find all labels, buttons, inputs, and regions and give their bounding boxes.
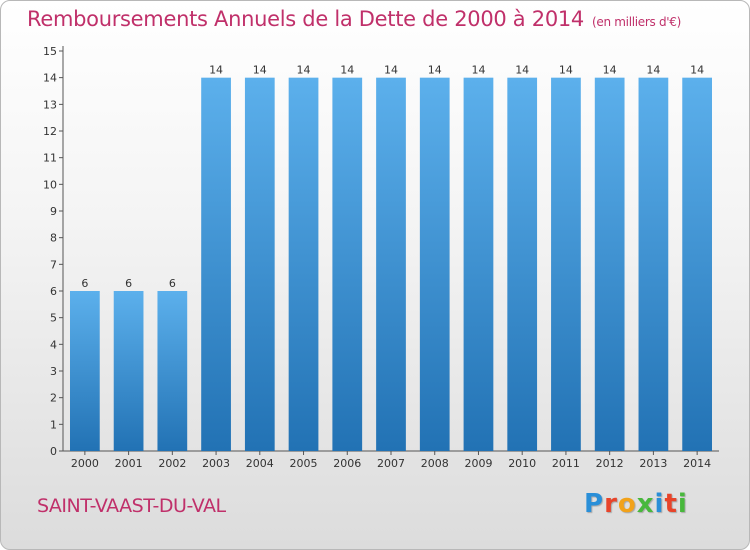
y-tick-label: 1 [50,418,57,431]
x-tick-label-2000: 2000 [71,457,99,470]
y-tick-label: 13 [43,98,57,111]
data-label-2005: 14 [297,64,311,77]
data-label-2010: 14 [515,64,529,77]
y-tick-label: 4 [50,338,57,351]
data-label-2009: 14 [471,64,485,77]
y-tick-label: 2 [50,392,57,405]
chart-title-text: Remboursements Annuels de la Dette de 20… [27,7,584,31]
logo-letter: r [604,489,618,519]
data-label-2013: 14 [646,64,660,77]
bar-2008 [419,77,450,452]
x-tick-label-2014: 2014 [683,457,711,470]
bar-2011 [551,77,581,452]
y-tick-label: 15 [43,45,57,58]
proxiti-logo: Proxiti [584,489,688,519]
data-label-2004: 14 [253,64,267,77]
y-tick-label: 9 [50,205,57,218]
x-tick-label-2004: 2004 [246,457,274,470]
y-tick-label: 14 [43,72,57,85]
data-label-2007: 14 [384,64,398,77]
labels: 6 2000 6 2001 6 2002 14 2003 14 2004 14 2005 14 2006 1… [71,64,711,470]
x-tick-label-2011: 2011 [552,457,580,470]
x-tick-label-2005: 2005 [290,457,318,470]
data-label-2012: 14 [603,64,617,77]
bar-2014 [682,77,713,452]
city-name: SAINT-VAAST-DU-VAL [37,495,226,517]
x-tick-label-2001: 2001 [115,457,143,470]
bar-2006 [332,77,363,452]
logo-letter: i [654,489,665,519]
data-label-2006: 14 [340,64,354,77]
data-label-2011: 14 [559,64,573,77]
y-tick-label: 11 [43,152,57,165]
bars [69,77,713,452]
y-tick-label: 7 [50,258,57,271]
data-label-2000: 6 [81,277,88,290]
data-label-2008: 14 [428,64,442,77]
data-label-2014: 14 [690,64,704,77]
y-tick-label: 6 [50,285,57,298]
logo-letter: i [677,489,688,519]
y-tick-label: 10 [43,178,57,191]
bar-2001 [113,291,144,451]
bar-2007 [376,77,406,452]
logo-letter: P [584,489,605,519]
data-label-2002: 6 [169,277,176,290]
x-tick-label-2006: 2006 [333,457,361,470]
logo-letter: o [617,489,637,519]
logo-letter: x [636,489,655,519]
y-tick-label: 5 [50,312,57,325]
x-tick-label-2012: 2012 [596,457,624,470]
y-tick-label: 0 [50,445,57,458]
y-tick-label: 12 [43,125,57,138]
y-tick-label: 3 [50,365,57,378]
x-tick-label-2013: 2013 [639,457,667,470]
bar-2010 [507,77,538,452]
x-tick-label-2009: 2009 [464,457,492,470]
bar-2004 [244,77,275,452]
data-label-2003: 14 [209,64,223,77]
y-tick-label: 8 [50,232,57,245]
data-label-2001: 6 [125,277,132,290]
bar-2012 [594,77,625,452]
x-tick-label-2002: 2002 [158,457,186,470]
bar-2009 [463,77,494,452]
bar-2003 [201,77,231,452]
bar-2013 [638,77,669,452]
chart-title: Remboursements Annuels de la Dette de 20… [27,7,681,31]
chart-subtitle: (en milliers d'€) [592,15,682,29]
logo-letter: t [664,489,678,519]
bar-2000 [69,291,100,451]
bar-2002 [157,291,188,451]
x-tick-label-2008: 2008 [421,457,449,470]
x-tick-label-2010: 2010 [508,457,536,470]
x-tick-label-2003: 2003 [202,457,230,470]
x-tick-label-2007: 2007 [377,457,405,470]
bar-2005 [288,77,319,452]
